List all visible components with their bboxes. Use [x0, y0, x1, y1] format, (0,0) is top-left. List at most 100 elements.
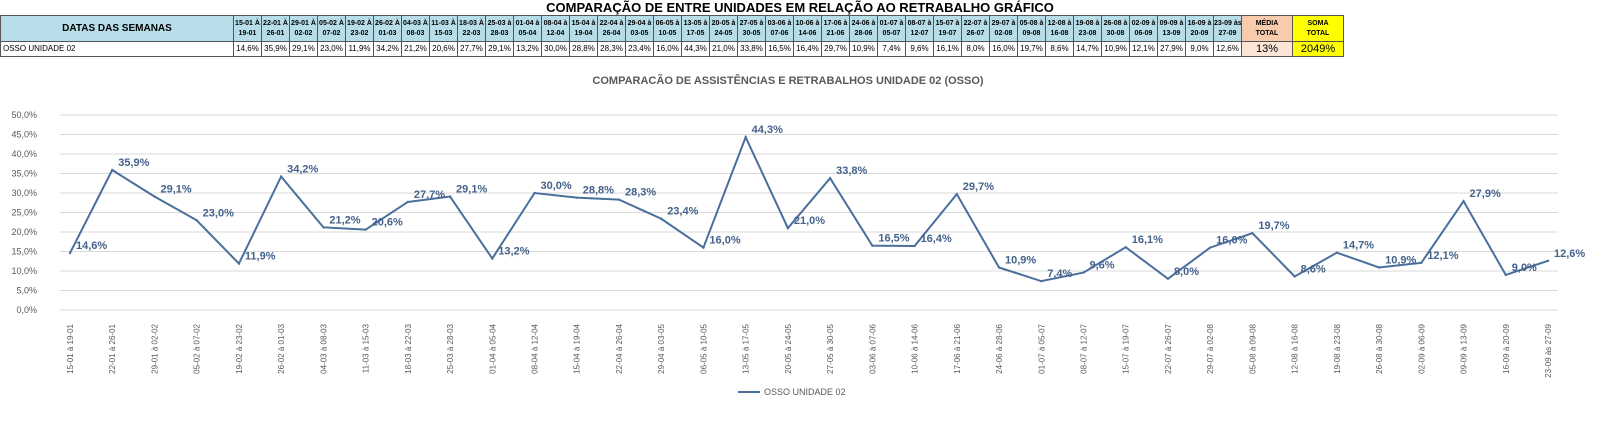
week-header-cell: 15-04 à 19-04: [569, 15, 598, 42]
header-line-2: 07-02: [322, 29, 341, 37]
header-line-2: 09-08: [1022, 29, 1041, 37]
data-label: 29,1%: [160, 184, 191, 196]
header-line-2: 20-09: [1190, 29, 1209, 37]
week-header-cell: 06-05 à 10-05: [653, 15, 682, 42]
x-tick-label: 19-02 à 23-02: [235, 323, 244, 373]
header-line-1: 16-09 à: [1187, 19, 1212, 27]
week-value-cell: 8,0%: [961, 41, 990, 57]
week-header-cell: 16-09 à 20-09: [1185, 15, 1214, 42]
week-value-cell: 16,5%: [765, 41, 794, 57]
header-line-1: 04-03 À: [403, 19, 428, 27]
header-line-1: 22-04 à: [599, 19, 624, 27]
data-label: 10,9%: [1005, 254, 1036, 266]
week-value-cell: 29,1%: [289, 41, 318, 57]
chart-legend: OSSO UNIDADE 02: [738, 387, 846, 397]
header-line-1: 26-08 à: [1103, 19, 1128, 27]
header-line-1: 29-07 à: [991, 19, 1016, 27]
week-header-cell: 03-06 à 07-06: [765, 15, 794, 42]
data-point: [68, 251, 72, 255]
data-point: [1124, 246, 1127, 249]
header-line-1: 27-05 à: [739, 19, 764, 27]
week-header-cell: 13-05 à 17-05: [681, 15, 710, 42]
header-line-1: 08-04 à: [543, 19, 568, 27]
header-line-1: 01-04 à: [515, 19, 540, 27]
header-line-1: 22-07 à: [963, 19, 988, 27]
header-line-2: 30-08: [1106, 29, 1125, 37]
week-value-cell: 27,7%: [457, 41, 486, 57]
data-label: 16,0%: [709, 235, 740, 247]
week-value-cell: 30,0%: [541, 41, 570, 57]
y-tick-label: 25,0%: [11, 208, 37, 218]
header-line-1: 22-01 À: [263, 19, 288, 27]
week-header-cell: 01-04 à 05-04: [513, 15, 542, 42]
header-line-2: 03-05: [630, 29, 649, 37]
week-value-cell: 21,2%: [401, 41, 430, 57]
line-chart: COMPARACÃO DE ASSISTÊNCIAS E RETRABALHOS…: [11, 74, 1585, 397]
data-point: [871, 244, 874, 247]
data-label: 16,4%: [921, 233, 952, 245]
week-value-cell: 10,9%: [849, 41, 878, 57]
data-label: 29,7%: [963, 181, 994, 193]
data-point: [1462, 199, 1465, 203]
header-line-1: 15-01 À: [235, 19, 260, 27]
x-tick-label: 10-06 à 14-06: [911, 323, 920, 373]
data-point: [617, 198, 621, 201]
data-label: 8,6%: [1301, 263, 1326, 275]
header-line-2: 28-06: [854, 29, 873, 37]
data-point: [1166, 277, 1170, 280]
x-tick-label: 26-02 à 01-03: [277, 323, 286, 373]
header-line-2: 23-02: [350, 29, 369, 37]
header-line-1: 20-05 à: [711, 19, 736, 27]
data-label: 19,7%: [1258, 220, 1289, 232]
data-label: 21,0%: [794, 215, 825, 227]
week-header-cell: 19-02 À 23-02: [345, 15, 374, 42]
data-label: 13,2%: [498, 246, 529, 258]
data-point: [1208, 246, 1212, 249]
data-label: 11,9%: [245, 251, 276, 263]
data-point: [702, 246, 705, 249]
media-total-header: MÉDIA TOTAL: [1241, 15, 1293, 42]
week-header-cell: 22-04 à 26-04: [597, 15, 626, 42]
header-line-2: 08-03: [406, 29, 425, 37]
data-labels: 14,6% 35,9% 29,1% 23,0% 11,9% 34,2% 21,2% 20,6%…: [76, 124, 1585, 280]
data-label: 9,6%: [1089, 260, 1114, 272]
data-point: [1251, 231, 1254, 235]
chart-title: COMPARACÃO DE ASSISTÊNCIAS E RETRABALHOS…: [592, 74, 983, 87]
week-value-cell: 16,1%: [933, 41, 962, 57]
header-line-2: 21-06: [826, 29, 845, 37]
header-line-1: 06-05 à: [655, 19, 680, 27]
header-line-2: 16-08: [1050, 29, 1069, 37]
header-line-2: 19-01: [238, 29, 257, 37]
data-point: [1546, 259, 1550, 263]
table-header-row: DATAS DAS SEMANAS 15-01 À 19-01 22-01 À 26-0…: [0, 15, 1344, 42]
data-point: [1420, 261, 1423, 265]
header-line-2: 06-09: [1134, 29, 1153, 37]
x-axis-labels: 15-01 à 19-01 22-01 à 26-01 29-01 à 02-02 0…: [66, 323, 1553, 377]
header-line-1: 13-05 à: [683, 19, 708, 27]
legend-label: OSSO UNIDADE 02: [764, 387, 846, 397]
week-header-cell: 26-02 À 01-03: [373, 15, 402, 42]
data-label: 23,0%: [203, 207, 234, 219]
header-line-1: 09-09 à: [1159, 19, 1184, 27]
header-line-1: 17-06 à: [823, 19, 848, 27]
header-line-1: 03-06 à: [767, 19, 792, 27]
data-label: 35,9%: [118, 157, 149, 169]
y-tick-label: 45,0%: [11, 130, 37, 140]
chart-gridlines: [60, 114, 1558, 311]
x-tick-label: 05-08 à 09-08: [1248, 323, 1257, 373]
x-tick-label: 29-07 à 02-08: [1206, 323, 1215, 373]
header-line-1: 01-07 à: [879, 19, 904, 27]
header-line-1: 11-03 À: [431, 19, 456, 27]
x-tick-label: 24-06 à 28-06: [995, 323, 1004, 373]
header-line-1: 26-02 À: [375, 19, 400, 27]
data-label: 23,4%: [667, 206, 698, 218]
week-header-cell: 26-08 à 30-08: [1101, 15, 1130, 42]
y-tick-label: 15,0%: [11, 247, 37, 257]
header-line-1: 19-08 à: [1075, 19, 1100, 27]
x-tick-label: 12-08 à 16-08: [1291, 323, 1300, 373]
data-label: 28,8%: [583, 185, 614, 197]
week-value-cell: 23,0%: [317, 41, 346, 57]
week-header-cell: 17-06 à 21-06: [821, 15, 850, 42]
y-tick-label: 0,0%: [16, 305, 37, 315]
header-line-1: 10-06 à: [795, 19, 820, 27]
